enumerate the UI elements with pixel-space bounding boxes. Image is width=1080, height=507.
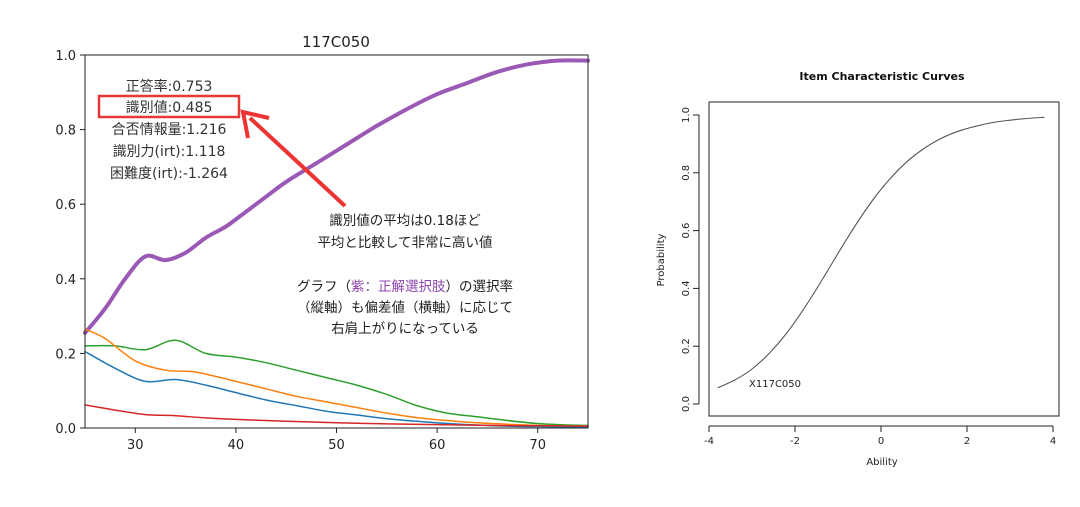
- left-y-tick-label: 0.6: [55, 198, 76, 213]
- left-x-tick-label: 70: [529, 438, 546, 453]
- right-y-tick-label: 0.6: [681, 223, 692, 239]
- left-y-tick-label: 0.2: [55, 347, 76, 362]
- right-x-tick-label: -2: [790, 436, 800, 447]
- left-series-line-1: [83, 58, 590, 335]
- stat-pass-info: 合否情報量:1.216: [112, 122, 227, 138]
- annotation-line-5: 右肩上がりになっている: [331, 321, 479, 337]
- left-x-tick-label: 30: [127, 438, 144, 453]
- right-x-tick-label: 2: [964, 436, 970, 447]
- left-series-line-2: [84, 339, 589, 427]
- right-x-tick-label: -4: [704, 436, 714, 447]
- annotation-text: 識別値の平均は0.18ほど 平均と比較して非常に高い値 グラフ（紫：正解選択肢）…: [297, 213, 513, 337]
- stat-irt-difficulty: 困難度(irt):-1.264: [110, 166, 228, 182]
- right-chart-title: Item Characteristic Curves: [799, 70, 965, 83]
- left-y-tick-label: 0.8: [55, 124, 76, 139]
- left-chart: 117C050 30 40 50 60 70 0.0 0.2 0.4 0.6 0.8 1.0 正答…: [55, 33, 590, 453]
- right-x-tick-label: 0: [878, 436, 884, 447]
- stat-irt-discrimination: 識別力(irt):1.118: [113, 144, 226, 160]
- right-y-tick-label: 1.0: [681, 107, 692, 123]
- left-x-tick-label: 50: [328, 438, 345, 453]
- left-chart-title: 117C050: [302, 33, 370, 51]
- left-x-axis: 30 40 50 60 70: [127, 428, 546, 453]
- right-y-label: Probability: [656, 233, 667, 286]
- right-plot-frame: [708, 101, 1060, 417]
- left-x-tick-label: 40: [228, 438, 245, 453]
- left-series-lines: [83, 58, 590, 428]
- left-y-tick-label: 0.0: [55, 422, 76, 437]
- left-y-axis: 0.0 0.2 0.4 0.6 0.8 1.0: [55, 49, 85, 437]
- right-series-line-1: [717, 116, 1045, 389]
- right-series-lines: [717, 116, 1045, 389]
- right-y-tick-label: 0.2: [681, 338, 692, 354]
- annotation-line-1: 識別値の平均は0.18ほど: [329, 213, 481, 229]
- annotation-line-4: （縦軸）も偏差値（横軸）に応じて: [297, 300, 513, 316]
- left-series-line-3: [84, 328, 589, 427]
- right-y-tick-label: 0.4: [681, 280, 692, 296]
- right-chart: Item Characteristic Curves -4 -2 0 2 4 0.00.…: [656, 70, 1060, 468]
- left-x-tick-label: 60: [429, 438, 446, 453]
- stats-block: 正答率:0.753 識別値:0.485 合否情報量:1.216 識別力(irt)…: [110, 78, 228, 182]
- left-series-line-5: [84, 404, 589, 427]
- right-y-tick-label: 0.0: [681, 396, 692, 412]
- annotation-arrow: [240, 109, 347, 208]
- annotation-line-2: 平均と比較して非常に高い値: [317, 234, 492, 251]
- highlight-box: [97, 94, 241, 119]
- annotation-line-3: グラフ（紫：正解選択肢）の選択率: [297, 278, 513, 295]
- left-y-tick-label: 1.0: [55, 49, 76, 64]
- right-curve-label: X117C050: [749, 379, 801, 390]
- stat-discrimination: 識別値:0.485: [126, 100, 213, 116]
- stat-correct-rate: 正答率:0.753: [126, 78, 213, 95]
- left-y-tick-label: 0.4: [55, 273, 76, 288]
- right-y-axis: 0.0 0.2 0.4 0.6 0.8 1.0: [681, 107, 700, 412]
- right-x-label: Ability: [866, 457, 897, 468]
- right-x-axis: -4 -2 0 2 4: [704, 425, 1056, 447]
- right-y-tick-label: 0.8: [681, 165, 692, 181]
- right-x-tick-label: 4: [1050, 436, 1056, 447]
